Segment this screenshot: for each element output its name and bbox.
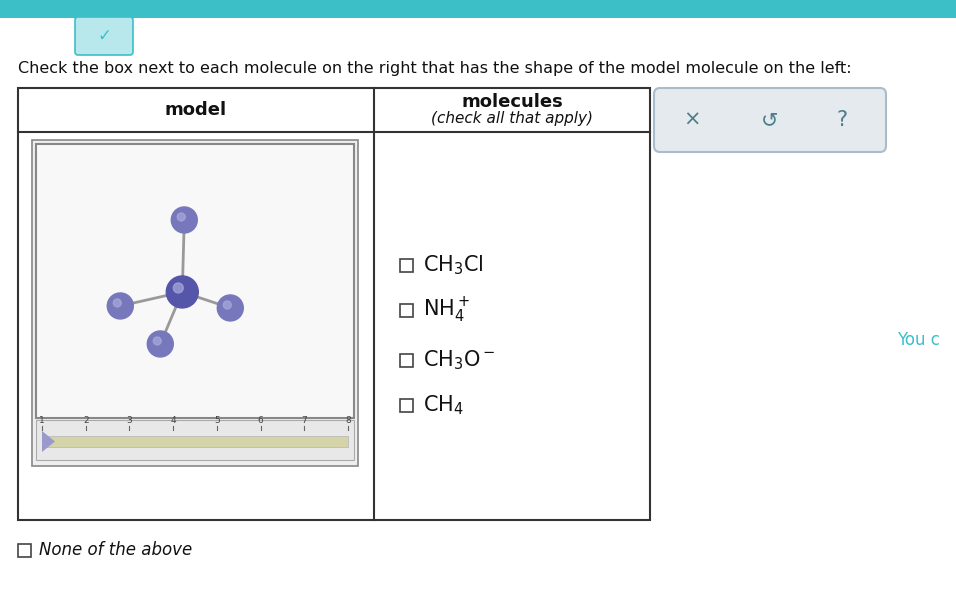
Bar	[42, 436, 348, 447]
Bar	[400, 354, 413, 367]
FancyBboxPatch shape	[654, 88, 886, 152]
Text: $\mathregular{CH_4}$: $\mathregular{CH_4}$	[423, 393, 464, 417]
Polygon shape	[42, 431, 55, 452]
Bar	[36, 144, 354, 418]
Bar	[36, 420, 354, 460]
Bar	[18, 544, 31, 556]
Circle shape	[217, 295, 243, 321]
Bar	[400, 398, 413, 412]
Text: ✓: ✓	[98, 27, 111, 45]
Bar	[400, 259, 413, 271]
Text: ↺: ↺	[761, 110, 779, 130]
Text: molecules: molecules	[461, 93, 563, 111]
Text: 8: 8	[345, 416, 351, 425]
Circle shape	[113, 299, 121, 307]
Circle shape	[147, 331, 173, 357]
Circle shape	[173, 283, 184, 293]
Text: (check all that apply): (check all that apply)	[431, 110, 593, 126]
Bar	[32, 140, 358, 466]
Text: ×: ×	[684, 110, 701, 130]
Text: 7: 7	[301, 416, 307, 425]
Bar	[18, 88, 650, 520]
FancyBboxPatch shape	[75, 17, 133, 55]
Text: ?: ?	[836, 110, 848, 130]
Text: You c: You c	[897, 331, 940, 349]
Circle shape	[153, 337, 162, 345]
Text: 2: 2	[83, 416, 89, 425]
Text: None of the above: None of the above	[39, 541, 192, 559]
Text: 5: 5	[214, 416, 220, 425]
Text: 3: 3	[126, 416, 132, 425]
Circle shape	[177, 213, 185, 221]
Text: $\mathregular{CH_3O^-}$: $\mathregular{CH_3O^-}$	[423, 348, 495, 372]
Text: $\mathregular{NH_4^+}$: $\mathregular{NH_4^+}$	[423, 295, 470, 325]
Circle shape	[107, 293, 133, 319]
Text: Check the box next to each molecule on the right that has the shape of the model: Check the box next to each molecule on t…	[18, 60, 852, 76]
Circle shape	[224, 301, 231, 309]
Bar	[0, 0, 956, 18]
Circle shape	[166, 276, 198, 308]
Text: model: model	[165, 101, 228, 119]
Bar	[400, 304, 413, 317]
Text: 4: 4	[170, 416, 176, 425]
Text: $\mathregular{CH_3Cl}$: $\mathregular{CH_3Cl}$	[423, 253, 484, 277]
Circle shape	[171, 207, 197, 233]
Text: 1: 1	[39, 416, 45, 425]
Text: 6: 6	[258, 416, 264, 425]
